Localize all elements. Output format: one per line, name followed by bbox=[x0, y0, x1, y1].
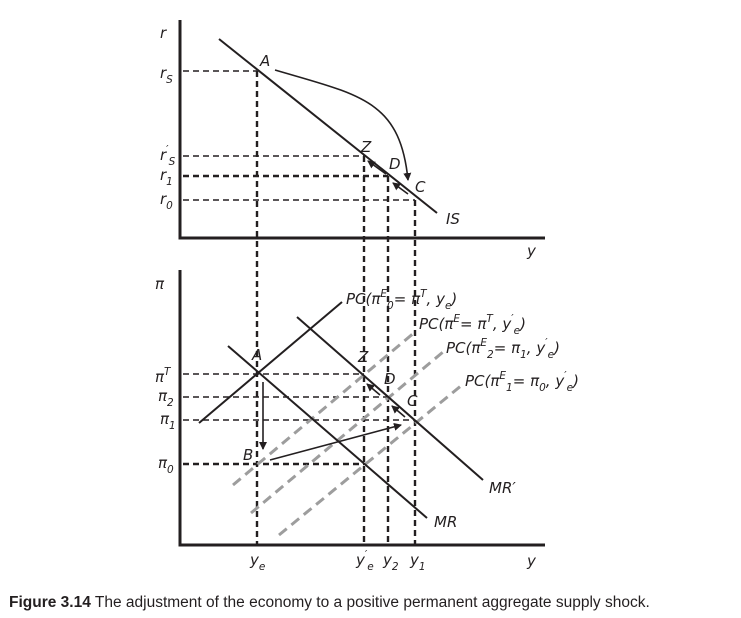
pc0-label: PC(πE0= πT, ye) bbox=[346, 288, 457, 312]
top-axes bbox=[178, 20, 545, 240]
c-to-d-arrow bbox=[392, 182, 409, 195]
pi2-tick: π2 bbox=[158, 387, 174, 409]
mr-prime-curve bbox=[296, 316, 484, 481]
mr-prime-label: MR′ bbox=[489, 479, 516, 497]
pi0-tick: π0 bbox=[158, 454, 174, 476]
mr-label: MR bbox=[434, 513, 457, 531]
pc1-curve bbox=[278, 383, 463, 537]
mr-curve bbox=[227, 345, 428, 519]
figure-caption: Figure 3.14 The adjustment of the econom… bbox=[9, 594, 650, 611]
r0-tick: r0 bbox=[160, 190, 173, 212]
pi1-tick: π1 bbox=[160, 410, 176, 432]
point-z-top: Z bbox=[360, 138, 372, 156]
point-b-bottom: B bbox=[243, 446, 253, 464]
pc0-curve bbox=[198, 301, 343, 424]
pc1-label: PC(πE1= π0, y′e) bbox=[465, 370, 579, 394]
c-to-d-arrow-bottom bbox=[391, 405, 406, 418]
pit-tick: πT bbox=[155, 366, 172, 386]
d-to-z-arrow bbox=[367, 160, 387, 175]
caption-text: The adjustment of the economy to a posit… bbox=[91, 594, 650, 611]
pi-axis-label: π bbox=[155, 275, 165, 293]
bottom-panel: π y MR MR′ πT π2 π1 π0 ye y′e y2 y1 PC(π… bbox=[155, 270, 579, 573]
b-to-c-arrow bbox=[269, 422, 402, 461]
ye-prime-tick: y′e bbox=[355, 549, 374, 573]
top-panel: r y IS rS r′S r1 r0 A Z D C bbox=[160, 20, 545, 260]
is-curve bbox=[218, 38, 438, 214]
pc-new-label: PC(πE= πT, y′e) bbox=[419, 313, 526, 337]
a-to-c-arrow bbox=[274, 69, 412, 181]
bottom-axes bbox=[178, 270, 545, 547]
rs-prime-tick: r′S bbox=[160, 144, 176, 168]
r1-tick: r1 bbox=[160, 166, 173, 188]
rs-tick: rS bbox=[160, 64, 173, 86]
point-z-bottom: Z bbox=[357, 348, 369, 366]
pc-new-curve bbox=[232, 330, 416, 487]
pc2-label: PC(πE2= π1, y′e) bbox=[446, 337, 560, 361]
caption-number: Figure 3.14 bbox=[9, 594, 91, 611]
point-a-bottom: A bbox=[251, 346, 262, 364]
point-c-bottom: C bbox=[407, 392, 418, 410]
point-a-top: A bbox=[259, 52, 270, 70]
ye-tick: ye bbox=[249, 551, 265, 573]
r-axis-label: r bbox=[160, 24, 167, 42]
is-label: IS bbox=[446, 210, 460, 228]
top-y-axis-label: y bbox=[526, 242, 537, 260]
bottom-y-axis-label: y bbox=[526, 552, 537, 570]
point-d-bottom: D bbox=[384, 370, 396, 388]
vertical-guides bbox=[255, 71, 417, 545]
point-c-top: C bbox=[415, 178, 426, 196]
d-to-z-arrow-bottom bbox=[366, 383, 381, 396]
pc2-curve bbox=[250, 350, 444, 515]
y2-tick: y2 bbox=[382, 551, 399, 573]
y1-tick: y1 bbox=[409, 551, 426, 573]
point-d-top: D bbox=[389, 155, 401, 173]
